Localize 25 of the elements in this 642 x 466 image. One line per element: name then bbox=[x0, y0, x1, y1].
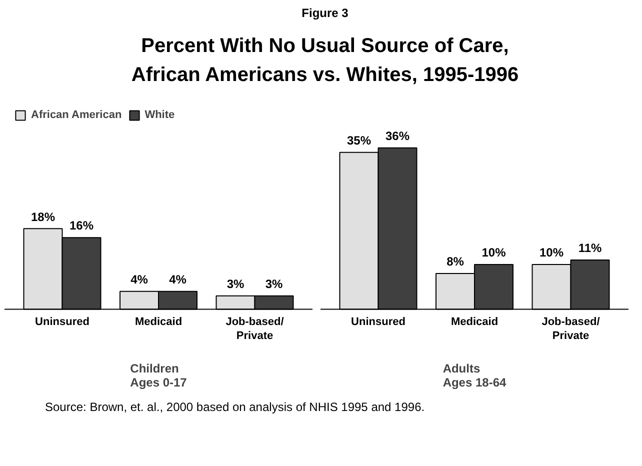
data-label: 4% bbox=[169, 272, 187, 287]
data-label: 35% bbox=[346, 134, 372, 148]
data-label: 3% bbox=[226, 277, 244, 292]
legend-label: White bbox=[144, 109, 175, 122]
data-label: 11% bbox=[578, 241, 602, 256]
data-label: 36% bbox=[385, 129, 410, 144]
x-axis-title: Adults Ages 18-64 bbox=[442, 362, 507, 390]
caption: Figure 3 bbox=[302, 5, 348, 22]
x-tick-label: Job-based/ Private bbox=[226, 316, 284, 342]
source-note: Source: Brown, et. al., 2000 based on analysis of NHIS 1995 and 1996. bbox=[45, 399, 425, 416]
data-label: 4% bbox=[130, 272, 148, 287]
data-label: 10% bbox=[482, 246, 506, 260]
x-tick-label: Job-based/ Private bbox=[542, 316, 600, 342]
data-label: 16% bbox=[69, 219, 94, 234]
x-tick-label: Uninsured bbox=[351, 316, 406, 328]
chart-title: Percent With No Usual Source of Care, African Americans vs. Whites, 1995-1996 bbox=[131, 34, 519, 88]
x-tick-label: Medicaid bbox=[134, 316, 182, 328]
legend-label: African American bbox=[31, 109, 122, 122]
x-tick-label: Uninsured bbox=[35, 316, 90, 328]
data-label: 18% bbox=[30, 210, 56, 224]
data-label: 3% bbox=[265, 277, 283, 292]
data-label: 10% bbox=[539, 246, 564, 260]
x-axis-title: Children Ages 0-17 bbox=[130, 362, 188, 390]
data-label: 8% bbox=[446, 254, 464, 269]
x-tick-label: Medicaid bbox=[450, 316, 498, 328]
